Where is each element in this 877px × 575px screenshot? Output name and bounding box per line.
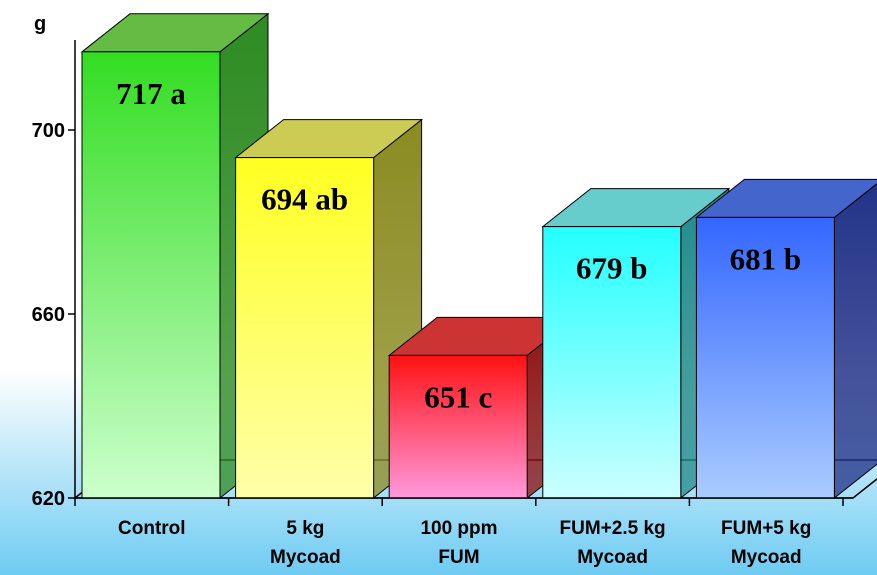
bar-side bbox=[833, 183, 877, 500]
x-tick-label: 5 kg Mycoad bbox=[270, 518, 341, 568]
data-label: 679 b bbox=[576, 251, 648, 286]
bar-front bbox=[235, 157, 375, 499]
bar-front bbox=[81, 51, 221, 499]
bar-5: 681 b bbox=[694, 178, 877, 500]
data-label: 651 c bbox=[424, 379, 492, 414]
bar-1: 717 a bbox=[80, 12, 270, 500]
bars-layer: 717 a 694 ab 651 c 679 b 681 b bbox=[72, 12, 877, 500]
data-label: 717 a bbox=[116, 76, 186, 111]
bar-front bbox=[695, 216, 835, 499]
x-tick-label: FUM+2.5 kg Mycoad bbox=[560, 518, 666, 568]
y-tick-label: 660 bbox=[32, 304, 65, 326]
data-label: 694 ab bbox=[261, 182, 348, 217]
x-tick-label: 100 ppm FUM bbox=[420, 518, 497, 568]
x-tick-label: Control bbox=[118, 518, 186, 539]
data-label: 681 b bbox=[730, 241, 802, 276]
x-axis: Control 5 kg Mycoad 100 ppm FUM FUM+2.5 kg Myc… bbox=[74, 498, 844, 568]
y-tick-label: 700 bbox=[32, 120, 65, 142]
y-tick-label: 620 bbox=[32, 488, 65, 510]
x-tick-label: FUM+5 kg Mycoad bbox=[721, 518, 811, 568]
bar-2: 694 ab bbox=[234, 118, 424, 500]
y-axis: 620 660 700 bbox=[32, 40, 853, 510]
y-axis-label: g bbox=[34, 13, 46, 35]
bar-front bbox=[388, 354, 528, 499]
bar-front bbox=[542, 226, 682, 499]
